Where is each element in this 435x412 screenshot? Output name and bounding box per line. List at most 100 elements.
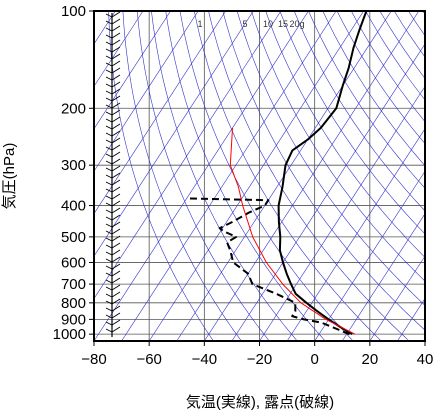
isotherm-line [148,11,364,341]
wind-barb-flag [105,69,113,74]
wind-barb-flag [105,181,113,186]
wind-barb-flag [105,62,113,67]
y-tick-label-500: 500 [61,229,86,246]
wind-barb-flag [105,209,113,214]
isotherm-line [94,11,171,130]
isotherm-line [259,85,425,341]
wind-barb-flag [105,321,113,326]
wind-barb-flag [111,270,121,277]
wind-barb-flag [111,214,121,221]
wind-barb-flag [111,81,121,88]
wind-barb-flag [105,20,113,25]
wind-barb-flag [105,90,113,95]
isotherm-line [314,170,425,341]
wind-barb-flag [111,242,121,249]
wind-barb-flag [105,230,113,235]
dry-adiabat-line [351,11,425,123]
mixing-ratio-label-2: 10 [263,19,273,29]
wind-barb-flag [105,34,113,39]
wind-barb-flag [111,123,121,130]
wind-barb-flag [105,314,113,319]
wind-barb-flag [105,293,113,298]
wind-barb-flag [111,277,121,284]
y-tick-label-600: 600 [61,254,86,271]
wind-barb-flag [105,160,113,165]
wind-barb-flag [105,139,113,144]
dewpoint-line [186,197,350,336]
x-axis-ticks: −80 −60 −40 −20 0 20 40 [81,341,433,368]
wind-barbs [105,11,121,337]
mixing-ratio-label-1: 5 [242,19,247,29]
mixing-ratio-labels: 1 5 10 15 20g [197,19,304,29]
wind-barb-flag [111,116,121,123]
wind-barb-flag [111,291,121,298]
wind-barb-flag [105,188,113,193]
dry-adiabat-line [194,11,382,341]
isotherm-line [94,11,144,87]
wind-barb-flag [111,228,121,235]
wind-barb-flag [111,102,121,109]
wind-barb-flag [105,237,113,242]
wind-barb-flag [105,174,113,179]
x-tick-label-5: 20 [361,351,378,368]
wind-barb-flag [111,186,121,193]
wind-barb-flag [105,153,113,158]
wind-barb-flag [105,111,113,116]
dry-adiabat-line [393,11,425,58]
wind-barb-flag [105,279,113,284]
y-axis-title: 気圧(hPa) [1,143,18,210]
dry-adiabat-line [165,11,326,341]
wind-barb-flag [111,200,121,207]
wind-barb-flag [111,60,121,67]
x-tick-label-2: −40 [192,351,217,368]
isotherm-line [424,340,425,341]
y-tick-label-100: 100 [61,3,86,20]
x-tick-label-0: −80 [81,351,106,368]
mixing-ratio-label-0: 1 [197,19,202,29]
wind-barb-flag [111,165,121,172]
parcel-line [229,127,356,335]
wind-barb-flag [111,88,121,95]
wind-barb-flag [105,265,113,270]
wind-barb-flag [111,95,121,102]
isotherm-line [231,43,425,341]
wind-barb-flag [105,258,113,263]
y-tick-label-300: 300 [61,157,86,174]
wind-barb-flag [111,284,121,291]
wind-barb-flag [105,125,113,130]
wind-barb-flag [111,151,121,158]
wind-barb-flag [111,67,121,74]
wind-barb-flag [111,193,121,200]
wind-barb-flag [105,132,113,137]
dry-adiabat-line [308,11,425,189]
wind-barb-flag [111,137,121,144]
wind-barb-flag [111,74,121,81]
x-tick-label-6: 40 [417,351,434,368]
wind-barb-flag [111,256,121,263]
dry-adiabat-line [179,11,354,341]
mixing-ratio-label-3: 15 [278,19,288,29]
wind-barb-flag [111,312,121,319]
wind-barb-flag [111,53,121,60]
wind-barb-flag [105,48,113,53]
x-tick-label-1: −60 [136,351,161,368]
wind-barb-flag [111,158,121,165]
wind-barb-flag [111,319,121,326]
wind-barb-flag [105,83,113,88]
dry-adiabat-line [208,11,410,341]
wind-barb-flag [105,202,113,207]
wind-barb-flag [111,172,121,179]
wind-barb-flag [105,13,113,18]
wind-barb-flag [111,39,121,46]
y-tick-label-900: 900 [61,311,86,328]
y-tick-label-700: 700 [61,276,86,293]
wind-barb-flag [105,104,113,109]
isotherm-line [121,11,337,341]
dry-adiabat-line [108,11,214,341]
wind-barb-flag [111,130,121,137]
wind-barb-flag [105,41,113,46]
wind-barb-flag [105,76,113,81]
wind-barb-flag [105,244,113,249]
wind-barb-flag [111,109,121,116]
